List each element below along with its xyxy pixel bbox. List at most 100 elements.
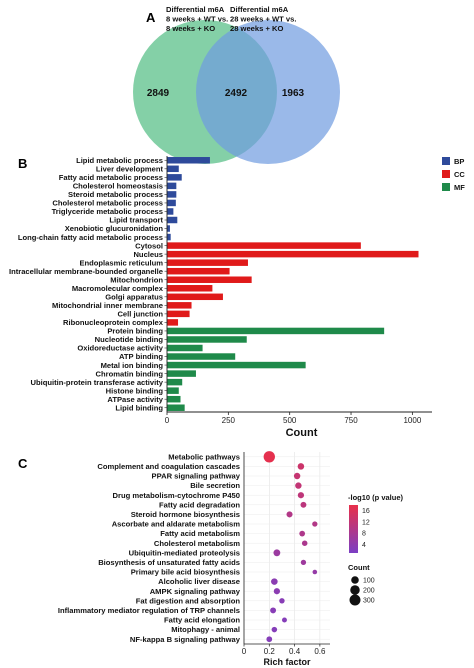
category-label: Endoplasmic reticulum [79,258,163,267]
bar [167,225,170,232]
bubble [297,492,305,499]
pathway-label: Fatty acid elongation [164,616,240,625]
pathway-label: Cholesterol metabolism [154,539,240,548]
x-tick-label: 250 [222,416,236,425]
x-tick-label: 0 [165,416,170,425]
bubble [312,569,318,575]
bar [167,165,179,173]
legend-swatch [442,157,450,165]
category-label: ATPase activity [107,395,163,404]
pathway-label: Biosynthesis of unsaturated fatty acids [98,558,240,567]
category-label: Liver development [96,165,164,174]
category-label: Intracellular membrane-bounded organelle [9,267,163,276]
bubble [273,549,281,557]
bar [167,344,203,352]
legend-label: MF [454,183,465,192]
x-axis-title: Count [286,427,318,439]
bubble [295,482,302,489]
category-label: Cholesterol metabolic process [52,199,163,208]
bar [167,182,177,190]
bar [167,353,236,360]
size-legend-dot [349,594,361,606]
bar [167,208,174,215]
bar [167,191,177,198]
venn-circle-right [196,20,340,164]
pathway-label: Ubiquitin-mediated proteolysis [129,548,240,557]
category-label: Nucleotide binding [95,335,164,344]
color-legend-tick: 12 [362,519,370,526]
bar [167,378,183,386]
pathway-label: Steroid hormone biosynthesis [131,510,240,519]
category-label: Chromatin binding [96,369,164,378]
bubble [300,501,307,508]
bubble [299,530,306,537]
category-label: Cytosol [135,241,163,250]
category-label: Oxidoreductase activity [77,344,163,353]
category-label: Ubiquitin-protein transferase activity [31,378,164,387]
color-legend-bar [349,505,358,553]
category-label: Golgi apparatus [105,293,163,302]
category-label: Mitochondrion [110,275,163,284]
bar [167,242,361,249]
bubble [270,607,277,614]
bubble [293,472,301,480]
bar [167,361,306,369]
pathway-label: Mitophagy - animal [171,625,240,634]
bar [167,285,213,292]
panel-label-a: A [146,10,156,25]
bar [167,370,196,377]
color-legend-tick: 16 [362,508,370,515]
x-tick-label: 0.4 [289,647,301,656]
x-tick-label: 0.6 [314,647,326,656]
color-legend-tick: 8 [362,531,366,538]
bar [167,404,185,411]
pathway-label: Ascorbate and aldarate metabolism [112,520,241,529]
pathway-label: Metabolic pathways [168,452,240,461]
bubble [301,540,308,546]
bubble [286,511,293,518]
category-label: Mitochondrial inner membrane [52,301,163,310]
bar [167,276,252,283]
bubble [300,559,307,566]
pathway-label: Bile secretion [190,481,240,490]
pathway-label: Fatty acid degradation [159,500,240,509]
category-label: Cholesterol homeostasis [73,182,163,191]
size-legend-dot [350,585,360,595]
bar [167,199,176,207]
bar [167,250,419,258]
pathway-label: Fatty acid metabolism [160,529,240,538]
bubble [281,617,287,623]
pathway-label: AMPK signaling pathway [150,587,241,596]
bar [167,395,181,403]
bubble [271,626,278,633]
bubble [271,578,278,585]
pathway-label: Drug metabolism-cytochrome P450 [113,491,240,500]
bar [167,259,248,266]
venn-set-title-left-line: 8 weeks + WT vs. [166,15,228,24]
bar [167,293,223,301]
category-label: ATP binding [119,352,163,361]
category-label: Lipid metabolic process [76,156,163,165]
bubble [273,588,281,595]
bar [167,174,182,181]
x-tick-label: 500 [283,416,297,425]
bar [167,302,192,309]
size-legend-dot [351,576,359,584]
size-legend-label: 300 [363,598,375,605]
size-legend-label: 100 [363,578,375,585]
panel-label-c: C [18,456,28,471]
category-label: Long-chain fatty acid metabolic process [18,233,163,242]
bubble [297,463,305,470]
bubble [263,451,275,463]
color-legend-tick: 4 [362,542,366,549]
venn-value-right: 1963 [282,88,305,99]
category-label: Ribonucleoprotein complex [63,318,164,327]
category-label: Xenobiotic glucuronidation [65,224,164,233]
legend-swatch [442,170,450,178]
x-tick-label: 0.2 [264,647,276,656]
legend-label: CC [454,170,465,179]
category-label: Fatty acid metabolic process [59,173,163,182]
venn-set-title-right-line: 28 weeks + WT vs. [230,15,296,24]
